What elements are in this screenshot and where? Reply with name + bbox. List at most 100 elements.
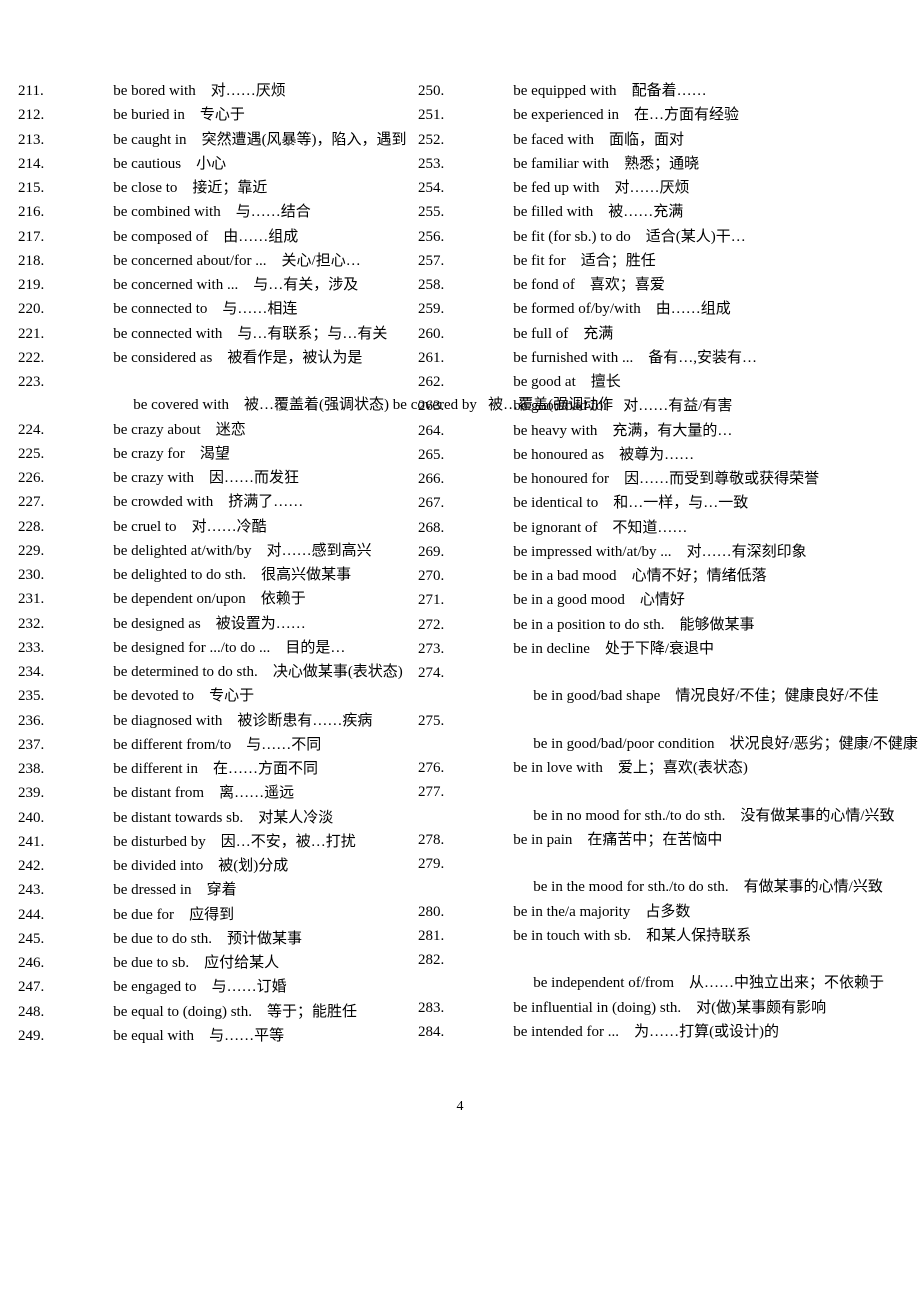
entry-translation: 因……而受到尊敬或获得荣誉 [609, 471, 819, 487]
entry-translation: 与……平等 [194, 1028, 284, 1044]
vocab-entry: 267. be identical to 和…一样，与…一致 [470, 492, 850, 515]
vocab-entry: 256. be fit (for sb.) to do 适合(某人)干… [470, 226, 850, 249]
entry-translation: 对……有益/有害 [608, 398, 732, 414]
entry-number: 260. [470, 323, 502, 346]
entry-translation: 与…有关，涉及 [238, 277, 358, 293]
left-column: 211. be bored with 对……厌烦212. be buried i… [70, 80, 450, 1049]
entry-phrase: be cautious [102, 156, 181, 172]
vocab-entry: 259. be formed of/by/with 由……组成 [470, 298, 850, 321]
entry-translation: 专心于 [185, 107, 245, 123]
entry-number: 232. [70, 613, 102, 636]
entry-phrase: be crowded with [102, 494, 213, 510]
entry-number: 239. [70, 782, 102, 805]
entry-phrase: be in the mood for sth./to do sth. [522, 879, 729, 895]
entry-number: 215. [70, 177, 102, 200]
entry-number: 270. [470, 565, 502, 588]
vocab-entry: 252. be faced with 面临，面对 [470, 129, 850, 152]
vocab-entry: 230. be delighted to do sth. 很高兴做某事 [70, 564, 450, 587]
entry-translation: 小心 [181, 156, 226, 172]
entry-translation: 在……方面不同 [198, 761, 318, 777]
vocab-entry: 246. be due to sb. 应付给某人 [70, 952, 450, 975]
entry-translation: 从……中独立出来；不依赖于 [674, 975, 884, 991]
page-body: 211. be bored with 对……厌烦212. be buried i… [0, 0, 920, 1089]
entry-phrase: be fond of [502, 277, 575, 293]
entry-translation: 在…方面有经验 [619, 107, 739, 123]
entry-translation: 面临，面对 [594, 132, 684, 148]
entry-number: 254. [470, 177, 502, 200]
entry-translation: 对……感到高兴 [252, 543, 372, 559]
entry-number: 230. [70, 564, 102, 587]
entry-number: 275. [470, 710, 502, 733]
entry-translation: 没有做某事的心情/兴致 [725, 808, 894, 824]
vocab-entry: 260. be full of 充满 [470, 323, 850, 346]
entry-number: 238. [70, 758, 102, 781]
entry-number: 250. [470, 80, 502, 103]
entry-number: 223. [70, 371, 102, 394]
vocab-entry: 211. be bored with 对……厌烦 [70, 80, 450, 103]
entry-number: 249. [70, 1025, 102, 1048]
entry-phrase: be crazy with [102, 470, 194, 486]
entry-number: 263. [470, 395, 502, 418]
entry-phrase: be ignorant of [502, 520, 597, 536]
entry-number: 256. [470, 226, 502, 249]
entry-phrase: be covered with [122, 397, 229, 413]
vocab-entry: 245. be due to do sth. 预计做某事 [70, 928, 450, 951]
entry-phrase: be determined to do sth. [102, 664, 258, 680]
entry-translation: 目的是… [270, 640, 345, 656]
entry-phrase: be crazy for [102, 446, 185, 462]
vocab-entry: 234. be determined to do sth. 决心做某事(表状态) [70, 661, 450, 684]
entry-number: 245. [70, 928, 102, 951]
entry-number: 227. [70, 491, 102, 514]
entry-phrase: be equal to (doing) sth. [102, 1004, 252, 1020]
vocab-entry: 276. be in love with 爱上；喜欢(表状态) [470, 757, 850, 780]
entry-phrase: be in a bad mood [502, 568, 617, 584]
vocab-entry: 217. be composed of 由……组成 [70, 226, 450, 249]
entry-phrase: be diagnosed with [102, 713, 222, 729]
vocab-entry: 264. be heavy with 充满，有大量的… [470, 420, 850, 443]
entry-phrase: be cruel to [102, 519, 177, 535]
entry-translation: 和…一样，与…一致 [598, 495, 748, 511]
entry-phrase: be in no mood for sth./to do sth. [522, 808, 725, 824]
entry-number: 281. [470, 925, 502, 948]
entry-number: 266. [470, 468, 502, 491]
entry-translation: 决心做某事(表状态) [258, 664, 403, 680]
entry-number: 211. [70, 80, 102, 103]
entry-translation: 能够做某事 [665, 617, 755, 633]
entry-number: 280. [470, 901, 502, 924]
entry-translation: 爱上；喜欢(表状态) [603, 760, 748, 776]
vocab-entry: 220. be connected to 与……相连 [70, 298, 450, 321]
entry-translation: 对某人冷淡 [243, 810, 333, 826]
entry-phrase: be combined with [102, 204, 221, 220]
vocab-entry: 258. be fond of 喜欢；喜爱 [470, 274, 850, 297]
entry-number: 274. [470, 662, 502, 685]
vocab-entry: 227. be crowded with 挤满了…… [70, 491, 450, 514]
entry-phrase: be distant from [102, 785, 204, 801]
entry-number: 229. [70, 540, 102, 563]
entry-number: 217. [70, 226, 102, 249]
vocab-entry: 271. be in a good mood 心情好 [470, 589, 850, 612]
entry-translation: 占多数 [630, 904, 690, 920]
entry-phrase: be designed for .../to do ... [102, 640, 270, 656]
entry-number: 269. [470, 541, 502, 564]
entry-phrase: be equipped with [502, 83, 617, 99]
vocab-entry: 242. be divided into 被(划)分成 [70, 855, 450, 878]
entry-phrase: be full of [502, 326, 568, 342]
vocab-entry: 283. be influential in (doing) sth. 对(做)… [470, 997, 850, 1020]
vocab-entry: 257. be fit for 适合；胜任 [470, 250, 850, 273]
entry-number: 226. [70, 467, 102, 490]
entry-phrase: be considered as [102, 350, 212, 366]
entry-translation: 有做某事的心情/兴致 [729, 879, 883, 895]
vocab-entry: 253. be familiar with 熟悉；通晓 [470, 153, 850, 176]
entry-phrase: be in love with [502, 760, 603, 776]
entry-phrase: be in a good mood [502, 592, 625, 608]
vocab-entry: 231. be dependent on/upon 依赖于 [70, 588, 450, 611]
entry-translation: 预计做某事 [212, 931, 302, 947]
vocab-entry: 275. be in good/bad/poor condition 状况良好/… [470, 710, 850, 757]
entry-phrase: be formed of/by/with [502, 301, 641, 317]
vocab-entry: 228. be cruel to 对……冷酷 [70, 516, 450, 539]
entry-phrase: be due for [102, 907, 174, 923]
vocab-entry: 214. be cautious 小心 [70, 153, 450, 176]
entry-translation: 为……打算(或设计)的 [619, 1024, 779, 1040]
vocab-entry: 218. be concerned about/for ... 关心/担心… [70, 250, 450, 273]
entry-translation: 心情不好；情绪低落 [617, 568, 767, 584]
